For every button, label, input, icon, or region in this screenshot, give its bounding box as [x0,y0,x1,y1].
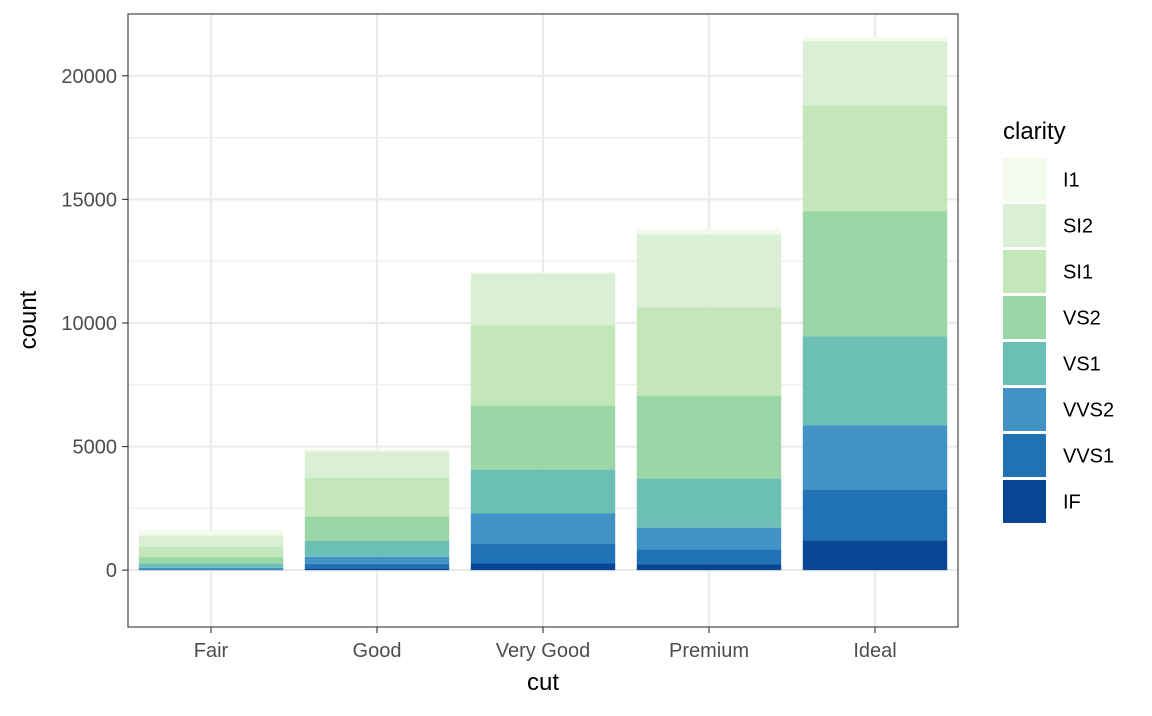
legend-label: VVS2 [1063,400,1114,422]
bar-segment [139,536,283,548]
bar-segment [637,549,781,564]
bar-segment [305,557,449,564]
y-tick-label: 15000 [61,189,117,211]
bar-segment [803,211,947,336]
bar-segment [471,272,615,274]
bar-segment [637,564,781,570]
legend-title: clarity [1003,118,1066,145]
legend-label: SI1 [1063,262,1093,284]
x-axis-title: cut [527,669,559,696]
legend-key [1003,250,1046,293]
bar-segment [803,37,947,41]
x-tick-label: Premium [669,640,749,662]
legend-key [1003,388,1046,431]
bar-segment [471,513,615,544]
legend-label: IF [1063,492,1081,514]
x-tick-label: Good [353,640,402,662]
bar-segment [139,557,283,563]
bar-segment [803,41,947,105]
bar-segment [305,449,449,451]
bar-segment [803,336,947,425]
bar-segment [139,530,283,535]
legend-label: SI2 [1063,216,1093,238]
bar-segment [637,479,781,528]
legend-key [1003,434,1046,477]
legend-label: I1 [1063,170,1080,192]
bar-segment [637,528,781,550]
bar-segment [803,105,947,211]
y-axis: 0 5000 10000 15000 20000 [61,66,128,582]
bar-segment [803,425,947,489]
bar-segment [471,470,615,514]
bar-segment [471,274,615,326]
legend-key [1003,342,1046,385]
bar-segment [803,540,947,570]
legend-key [1003,296,1046,339]
legend-key [1003,480,1046,523]
bar-segment [139,564,283,568]
legend-label: VS1 [1063,354,1101,376]
legend-label: VS2 [1063,308,1101,330]
bar-segment [637,229,781,234]
legend-label: VVS1 [1063,446,1114,468]
bar-segment [305,451,449,478]
bar-segment [471,325,615,405]
bar-segment [637,234,781,307]
bar-segment [305,568,449,570]
x-tick-label: Ideal [853,640,896,662]
bar-segment [139,568,283,570]
legend-key [1003,204,1046,247]
y-tick-label: 0 [106,560,117,582]
x-axis: Fair Good Very Good Premium Ideal [194,627,897,662]
y-tick-label: 20000 [61,66,117,88]
x-tick-label: Fair [194,640,229,662]
bar-segment [637,307,781,395]
bar-segment [305,517,449,541]
legend: clarity I1 SI2 SI1 VS2 VS1 VVS2 VVS1 IF [1003,118,1114,523]
bar-segment [471,544,615,564]
bar-segment [139,547,283,557]
bar-segment [305,478,449,517]
bar-segment [803,490,947,541]
bar-segment [305,541,449,557]
legend-key [1003,158,1046,201]
bar-segment [471,564,615,571]
x-tick-label: Very Good [496,640,591,662]
bar-segment [637,396,781,479]
bar-segment [471,406,615,470]
y-tick-label: 5000 [73,437,118,459]
y-tick-label: 10000 [61,313,117,335]
y-axis-title: count [15,290,42,349]
bar-segment [305,564,449,569]
